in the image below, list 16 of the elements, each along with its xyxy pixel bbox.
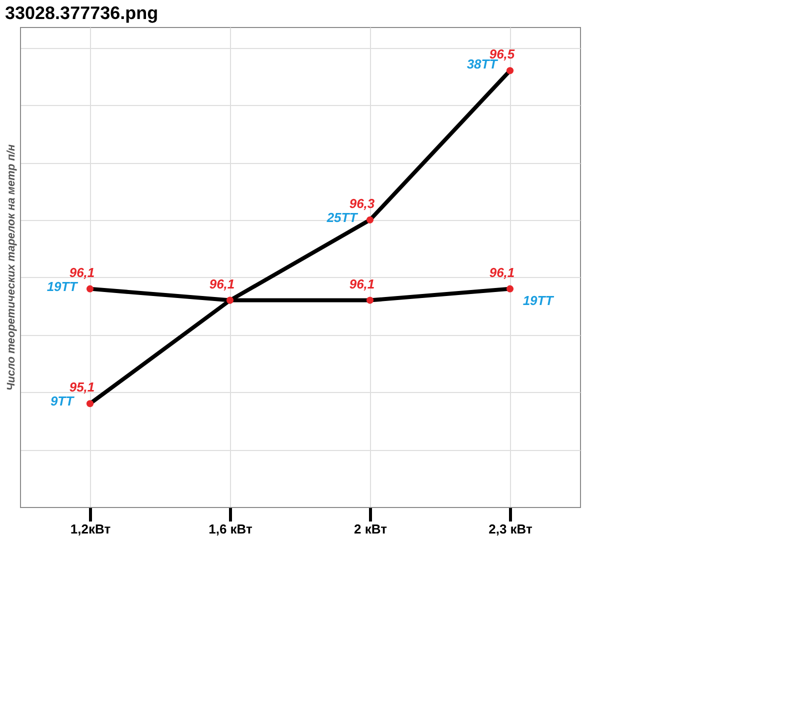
x-tick-label: 2 кВт	[354, 522, 387, 536]
x-tick-label: 2,3 кВт	[488, 522, 532, 536]
annotation: 96,1	[489, 264, 515, 280]
annotation: 96,3	[349, 196, 376, 211]
data-label: 25TT	[326, 210, 358, 225]
chart-title: 33028.377736.png	[5, 3, 158, 23]
y-axis-title: Число теоретических тарелок на метр п/н	[6, 144, 18, 391]
x-tick-label: 1,6 кВт	[208, 522, 252, 536]
data-label: 19TT	[522, 292, 554, 308]
annotation: 96,1	[69, 264, 95, 280]
annotation: 96,1	[209, 276, 235, 292]
annotation: 95,1	[69, 380, 95, 395]
annotation: 96,1	[349, 276, 375, 292]
data-label: 19TT	[46, 278, 78, 294]
data-label: 9TT	[50, 394, 75, 409]
x-tick-label: 1,2кВт	[70, 522, 111, 536]
